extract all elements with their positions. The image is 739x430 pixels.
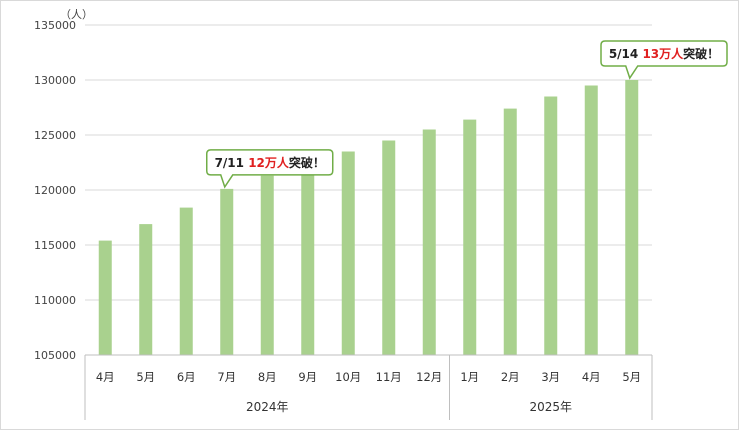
bar xyxy=(260,175,274,355)
bar xyxy=(584,85,598,355)
x-group-label: 2024年 xyxy=(246,400,289,414)
y-tick-label: 120000 xyxy=(34,184,76,197)
callout-text: 7/11 12万人突破！ xyxy=(215,155,325,170)
x-tick-label: 4月 xyxy=(96,370,115,384)
y-tick-label: 135000 xyxy=(34,19,76,32)
y-tick-label: 110000 xyxy=(34,294,76,307)
x-tick-label: 2月 xyxy=(501,370,520,384)
bar xyxy=(503,108,517,355)
bar xyxy=(463,119,477,355)
bar xyxy=(382,140,396,355)
y-axis-unit-label: （人） xyxy=(60,8,93,21)
callout-text: 5/14 13万人突破！ xyxy=(609,46,719,61)
x-tick-label: 5月 xyxy=(622,370,641,384)
x-tick-label: 11月 xyxy=(376,370,402,384)
bar xyxy=(422,129,436,355)
bar xyxy=(544,96,558,355)
y-tick-label: 115000 xyxy=(34,239,76,252)
callout-suffix: 突破！ xyxy=(683,46,719,61)
x-tick-label: 3月 xyxy=(541,370,560,384)
bar xyxy=(625,80,639,355)
bar xyxy=(301,164,315,355)
bars xyxy=(98,80,639,355)
y-axis-ticks: 135000 130000 125000 120000 115000 110000 1050… xyxy=(34,19,76,362)
callout-milestone: 13万人 xyxy=(642,46,684,61)
y-tick-label: 125000 xyxy=(34,129,76,142)
x-tick-label: 7月 xyxy=(217,370,236,384)
callout-bubble xyxy=(600,40,728,80)
x-tick-label: 5月 xyxy=(136,370,155,384)
callout-date: 7/11 xyxy=(215,156,249,170)
bar xyxy=(341,151,355,355)
x-axis: 4月 5月 6月 7月 8月 9月 10月 11月 12月 1月 2月 3月 4月 5月 2024年 2025… xyxy=(84,354,653,420)
x-tick-label: 6月 xyxy=(177,370,196,384)
x-tick-label: 8月 xyxy=(258,370,277,384)
y-tick-label: 105000 xyxy=(34,349,76,362)
callouts: 7/11 12万人突破！5/14 13万人突破！ xyxy=(206,40,728,189)
x-tick-label: 9月 xyxy=(298,370,317,384)
callout-date: 5/14 xyxy=(609,47,643,61)
bar xyxy=(179,207,193,355)
bar xyxy=(220,188,234,355)
bar xyxy=(139,224,153,355)
callout-milestone: 12万人 xyxy=(248,155,290,170)
x-tick-label: 4月 xyxy=(582,370,601,384)
x-tick-label: 10月 xyxy=(335,370,361,384)
x-tick-label: 12月 xyxy=(416,370,442,384)
x-group-label: 2025年 xyxy=(529,400,572,414)
bar xyxy=(98,240,112,355)
callout-suffix: 突破！ xyxy=(289,155,325,170)
x-tick-label: 1月 xyxy=(460,370,479,384)
callout-bubble xyxy=(206,149,334,189)
y-tick-label: 130000 xyxy=(34,74,76,87)
